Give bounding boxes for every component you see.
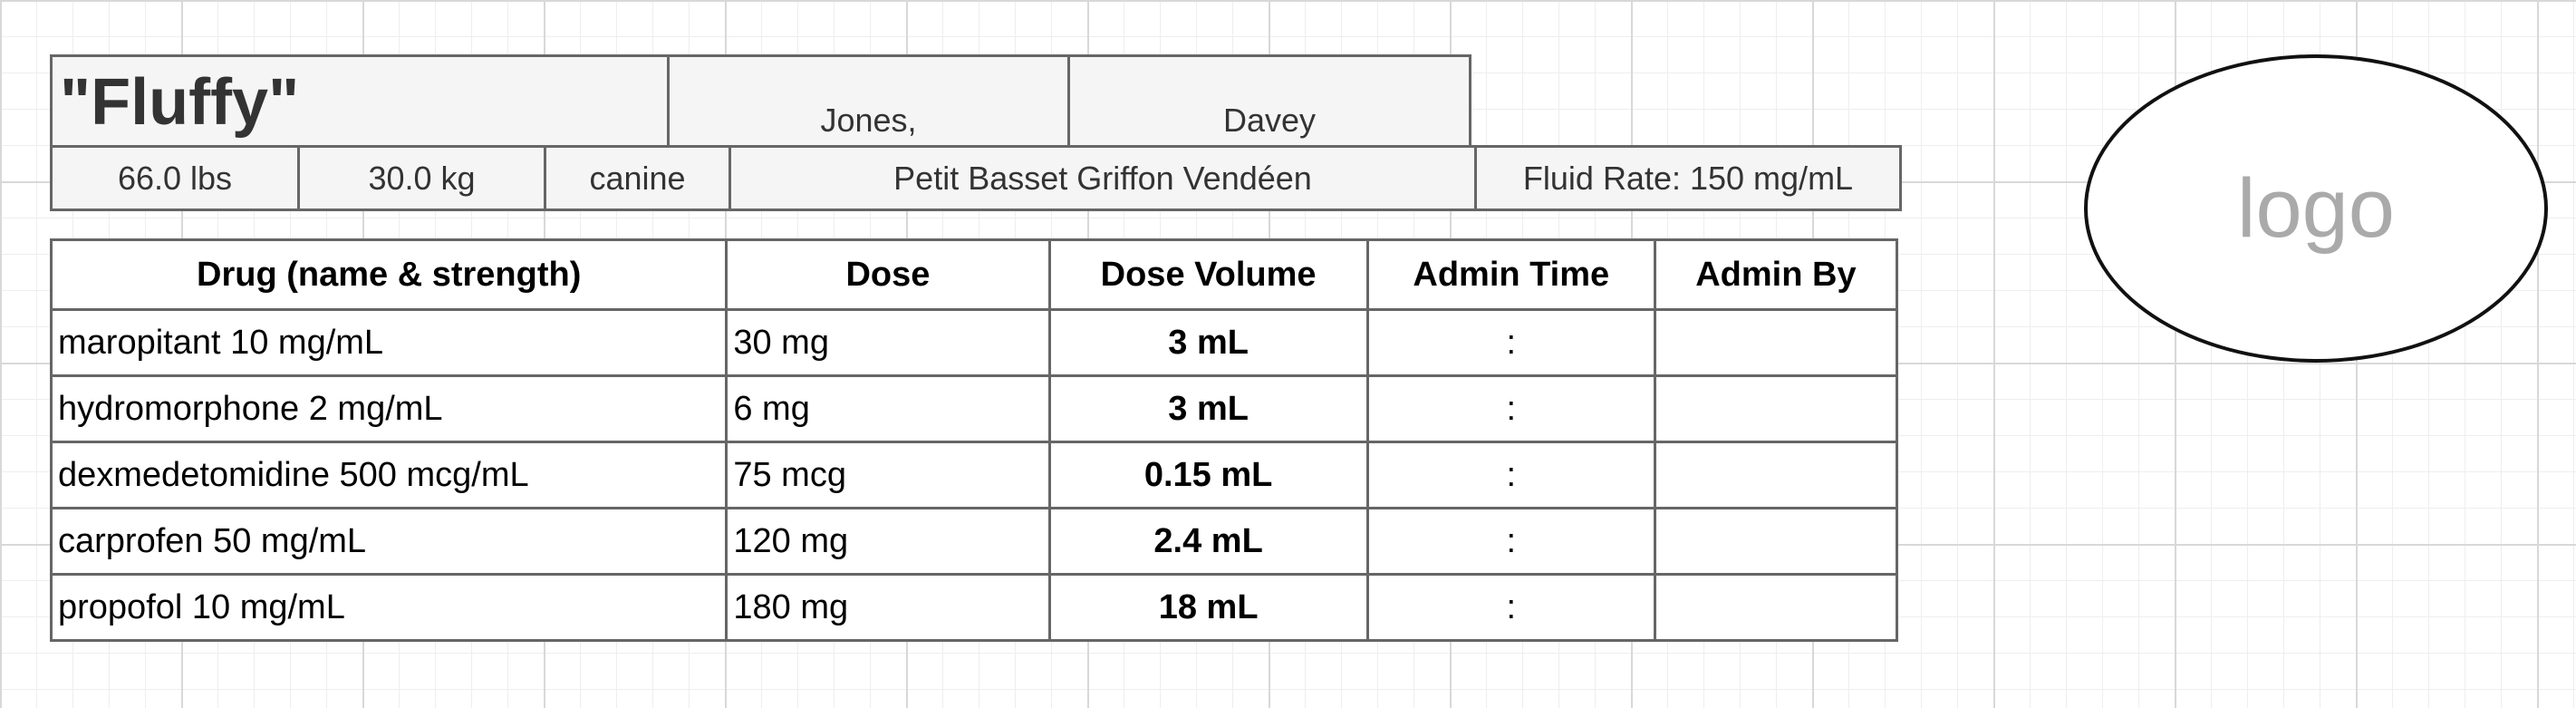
fluid-rate: Fluid Rate: 150 mg/mL	[1474, 145, 1902, 211]
drug-name: dexmedetomidine 500 mcg/mL	[49, 441, 728, 509]
header-admin-by: Admin By	[1653, 238, 1899, 311]
drug-dose: 30 mg	[725, 308, 1051, 377]
table-row: hydromorphone 2 mg/mL 6 mg 3 mL :	[49, 374, 1899, 443]
admin-by-field[interactable]	[1653, 507, 1899, 576]
logo-placeholder: logo	[2084, 54, 2548, 363]
admin-by-field[interactable]	[1653, 308, 1899, 377]
owner-first-name: Davey	[1067, 54, 1471, 148]
dose-volume: 3 mL	[1047, 308, 1369, 377]
header-admin-time: Admin Time	[1365, 238, 1656, 311]
dose-volume: 2.4 mL	[1047, 507, 1369, 576]
drug-dose: 180 mg	[725, 573, 1051, 642]
drug-table: Drug (name & strength) Dose Dose Volume …	[49, 238, 1899, 642]
owner-last-name: Jones,	[667, 54, 1070, 148]
drug-dose: 120 mg	[725, 507, 1051, 576]
header-dose: Dose	[725, 238, 1051, 311]
admin-time-field[interactable]: :	[1365, 507, 1656, 576]
drug-dose: 75 mcg	[725, 441, 1051, 509]
admin-time-field[interactable]: :	[1365, 573, 1656, 642]
drug-name: carprofen 50 mg/mL	[49, 507, 728, 576]
table-row: dexmedetomidine 500 mcg/mL 75 mcg 0.15 m…	[49, 441, 1899, 509]
dose-volume: 18 mL	[1047, 573, 1369, 642]
admin-time-field[interactable]: :	[1365, 441, 1656, 509]
logo-text: logo	[2237, 161, 2395, 255]
admin-by-field[interactable]	[1653, 573, 1899, 642]
weight-kg: 30.0 kg	[297, 145, 546, 211]
table-row: propofol 10 mg/mL 180 mg 18 mL :	[49, 573, 1899, 642]
drug-dose: 6 mg	[725, 374, 1051, 443]
dose-volume: 3 mL	[1047, 374, 1369, 443]
admin-time-field[interactable]: :	[1365, 308, 1656, 377]
weight-lbs: 66.0 lbs	[50, 145, 300, 211]
admin-time-field[interactable]: :	[1365, 374, 1656, 443]
admin-by-field[interactable]	[1653, 374, 1899, 443]
dose-volume: 0.15 mL	[1047, 441, 1369, 509]
drug-name: propofol 10 mg/mL	[49, 573, 728, 642]
header-drug: Drug (name & strength)	[49, 238, 728, 311]
breed: Petit Basset Griffon Vendéen	[728, 145, 1477, 211]
drug-name: maropitant 10 mg/mL	[49, 308, 728, 377]
table-row: carprofen 50 mg/mL 120 mg 2.4 mL :	[49, 507, 1899, 576]
table-header-row: Drug (name & strength) Dose Dose Volume …	[49, 238, 1899, 311]
header-dose-volume: Dose Volume	[1047, 238, 1369, 311]
table-row: maropitant 10 mg/mL 30 mg 3 mL :	[49, 308, 1899, 377]
drug-name: hydromorphone 2 mg/mL	[49, 374, 728, 443]
species: canine	[544, 145, 731, 211]
pet-name: "Fluffy"	[50, 54, 670, 148]
admin-by-field[interactable]	[1653, 441, 1899, 509]
